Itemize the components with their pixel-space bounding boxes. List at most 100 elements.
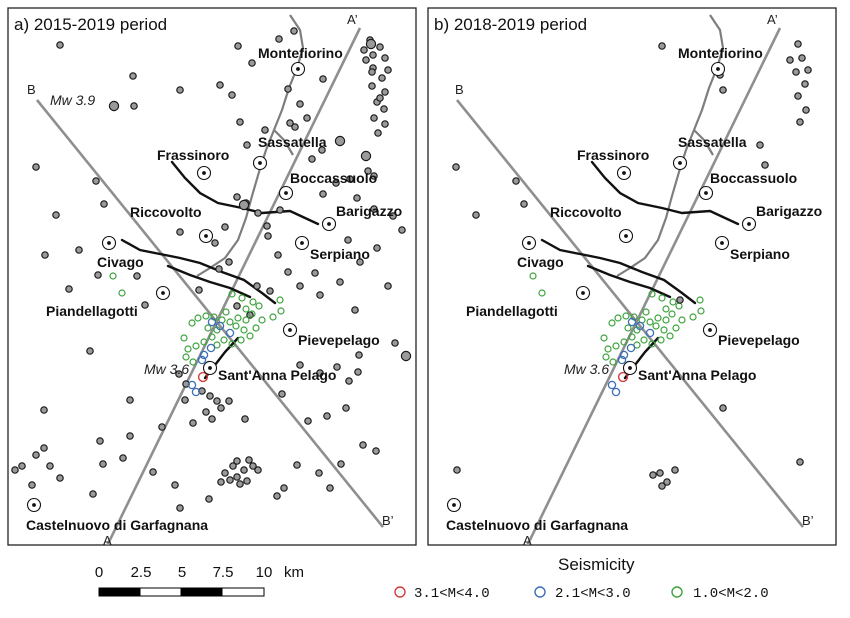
town-symbol-dot	[204, 234, 208, 238]
earthquake-event	[345, 377, 353, 385]
town-symbol-dot	[32, 503, 36, 507]
earthquake-event	[801, 80, 809, 88]
earthquake-event	[46, 462, 54, 470]
town-label: Pievepelago	[298, 332, 380, 348]
earthquake-event-medium	[215, 321, 225, 331]
scale-segment	[181, 588, 222, 596]
earthquake-event-small	[255, 302, 263, 310]
town-marker: Riccovolto	[550, 204, 634, 244]
earthquake-event-small	[200, 338, 208, 346]
town-marker: Serpiano	[294, 235, 370, 262]
earthquake-event	[28, 481, 36, 489]
town-marker: Serpiano	[714, 235, 790, 262]
earthquake-event-small	[666, 332, 674, 340]
earthquake-event-small	[232, 322, 240, 330]
town-label: Serpiano	[310, 246, 370, 262]
earthquake-event-small	[648, 340, 656, 348]
earthquake-event	[663, 478, 671, 486]
earthquake-event	[332, 179, 340, 187]
earthquake-event	[254, 209, 262, 217]
town-label: Boccassuolo	[710, 170, 797, 186]
earthquake-event	[370, 205, 378, 213]
town-marker: Sant'Anna Pelago	[202, 360, 336, 383]
town-symbol-dot	[678, 161, 682, 165]
earthquake-event	[804, 66, 812, 74]
earthquake-event	[126, 396, 134, 404]
earthquake-event	[296, 361, 304, 369]
earthquake-event-small	[249, 298, 257, 306]
earthquake-event	[11, 466, 19, 474]
earthquake-event-small	[628, 333, 636, 341]
earthquake-event	[208, 415, 216, 423]
earthquake-event	[333, 363, 341, 371]
town-marker: Barigazzo	[741, 203, 822, 232]
earthquake-event-small	[180, 334, 188, 342]
earthquake-event	[32, 163, 40, 171]
earthquake-event-small	[184, 345, 192, 353]
town-symbol-dot	[258, 161, 262, 165]
earthquake-event	[370, 114, 378, 122]
earthquake-event	[378, 74, 386, 82]
recent-event-magnitude: Mw 3.6	[144, 361, 189, 377]
town-symbol-dot	[107, 241, 111, 245]
earthquake-event-small	[612, 342, 620, 350]
earthquake-event	[126, 432, 134, 440]
town-label: Sassatella	[258, 134, 327, 150]
earthquake-event	[171, 481, 179, 489]
section-a-start-label: A	[523, 533, 532, 548]
panel-a-towns: Montefiorino Sassatella Frassinoro Boccassu…	[26, 45, 402, 533]
earthquake-event	[176, 228, 184, 236]
town-label: Castelnuovo di Garfagnana	[26, 517, 208, 533]
earthquake-event-small	[234, 314, 242, 322]
earthquake-event	[248, 59, 256, 67]
earthquake-event-small	[654, 314, 662, 322]
earthquake-event-small	[529, 272, 537, 280]
town-marker: Frassinoro	[577, 147, 649, 181]
town-label: Barigazzo	[756, 203, 822, 219]
town-symbol-dot	[747, 222, 751, 226]
river	[196, 14, 305, 277]
earthquake-event	[249, 462, 257, 470]
earthquake-event	[280, 484, 288, 492]
earthquake-event	[291, 123, 299, 131]
earthquake-event	[273, 492, 281, 500]
town-label: Frassinoro	[577, 147, 649, 163]
town-marker: Riccovolto	[130, 204, 214, 244]
earthquake-event	[217, 404, 225, 412]
earthquake-event-small	[252, 324, 260, 332]
section-b-start-label: B	[27, 82, 36, 97]
earthquake-event	[40, 406, 48, 414]
earthquake-event	[796, 458, 804, 466]
town-label: Civago	[97, 254, 144, 270]
fault-line	[540, 238, 697, 305]
earthquake-event	[355, 351, 363, 359]
earthquake-event-small	[689, 313, 697, 321]
earthquake-event-small	[662, 316, 670, 324]
earthquake-event	[266, 287, 274, 295]
earthquake-event	[241, 415, 249, 423]
earthquake-event	[380, 105, 388, 113]
town-marker: Sassatella	[672, 134, 747, 171]
earthquake-event-small	[226, 318, 234, 326]
scale-segment	[99, 588, 140, 596]
town-label: Frassinoro	[157, 147, 229, 163]
earthquake-event	[756, 141, 764, 149]
earthquake-event	[233, 473, 241, 481]
earthquake-event-small	[246, 332, 254, 340]
earthquake-event	[225, 397, 233, 405]
legend-item-label: 3.1<M<4.0	[414, 586, 490, 602]
earthquake-event-small	[648, 290, 656, 298]
town-marker: Montefiorino	[258, 45, 343, 77]
earthquake-event-small	[228, 340, 236, 348]
town-symbol-dot	[527, 241, 531, 245]
earthquake-event	[792, 68, 800, 76]
earthquake-event	[296, 282, 304, 290]
fault-line	[590, 160, 740, 226]
earthquake-event	[284, 85, 292, 93]
earthquake-event-medium	[645, 328, 655, 338]
earthquake-event-small	[277, 307, 285, 315]
town-marker: Civago	[517, 235, 564, 270]
earthquake-event	[233, 457, 241, 465]
earthquake-event	[264, 232, 272, 240]
